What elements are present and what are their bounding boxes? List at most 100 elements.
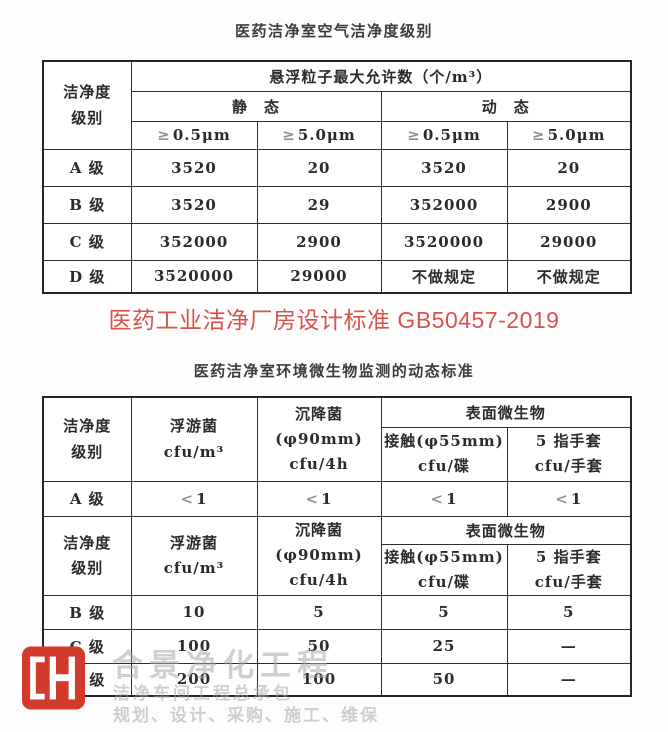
standard-title: 医药工业洁净厂房设计标准 GB50457-2019 bbox=[108, 307, 560, 333]
table-row: D 级 200 100 50 — bbox=[42, 662, 632, 697]
t1-cell: 3520 bbox=[130, 148, 258, 187]
t1-cell: 3520000 bbox=[380, 222, 508, 261]
lt-symbol: < bbox=[305, 489, 320, 508]
t1-level-d: D 级 bbox=[42, 259, 132, 294]
t2-level-d: D 级 bbox=[42, 662, 132, 697]
lt-symbol: < bbox=[555, 489, 569, 508]
t2-cell: 10 bbox=[130, 594, 258, 630]
t2-cell-value: 1 bbox=[321, 489, 333, 508]
t2-cell: <1 bbox=[256, 480, 382, 517]
t1-cell: 3520000 bbox=[130, 259, 258, 294]
air-cleanliness-table: 洁净度 级别 悬浮粒子最大允许数（个/m³） 静 态 动 态 ≥0.5μm ≥5… bbox=[42, 60, 633, 294]
t2-corner-cell: 洁净度 级别 bbox=[42, 396, 132, 482]
gte-symbol: ≥ bbox=[282, 126, 296, 144]
t1-size-header: ≥0.5μm bbox=[380, 120, 508, 150]
t2-airborne-line1: 浮游菌 bbox=[169, 417, 218, 436]
t2-cell: <1 bbox=[506, 480, 632, 517]
t2-corner-line2: 级别 bbox=[71, 443, 104, 462]
t1-particles-header: 悬浮粒子最大允许数（个/m³） bbox=[130, 60, 632, 92]
table-row: B 级 3520 29 352000 2900 bbox=[42, 185, 632, 224]
t2-cell-value: 1 bbox=[446, 489, 458, 508]
t1-corner-line2: 级别 bbox=[71, 109, 104, 128]
t2-settle-header-repeat: 沉降菌 (φ90mm) cfu/4h bbox=[256, 515, 382, 596]
t2-glove-header-repeat: 5 指手套 cfu/手套 bbox=[506, 543, 632, 596]
t1-size-header: ≥5.0μm bbox=[506, 120, 632, 150]
t2-glove-line2: cfu/手套 bbox=[534, 457, 603, 475]
gte-symbol: ≥ bbox=[532, 126, 546, 144]
t1-corner-cell: 洁净度 级别 bbox=[42, 60, 132, 150]
t2-settle-line2: (φ90mm) bbox=[275, 429, 363, 448]
t2-glove-line1: 5 指手套 bbox=[535, 547, 602, 566]
t1-static-header: 静 态 bbox=[130, 90, 382, 122]
t1-dynamic-header: 动 态 bbox=[380, 90, 632, 122]
t2-airborne-line1: 浮游菌 bbox=[169, 533, 218, 552]
table2-title: 医药洁净室环境微生物监测的动态标准 bbox=[193, 362, 475, 380]
t2-surface-header-repeat: 表面微生物 bbox=[380, 515, 632, 545]
lt-symbol: < bbox=[430, 489, 445, 508]
t2-contact-line2: cfu/碟 bbox=[418, 572, 470, 591]
table-row: C 级 352000 2900 3520000 29000 bbox=[42, 222, 632, 261]
t1-corner-line1: 洁净度 bbox=[63, 83, 112, 102]
t1-size-value: 5.0μm bbox=[297, 126, 356, 144]
t1-size-header: ≥5.0μm bbox=[256, 120, 382, 150]
t1-cell: 20 bbox=[256, 148, 382, 187]
t2-cell: 5 bbox=[380, 594, 508, 630]
t2-contact-line2: cfu/碟 bbox=[418, 457, 470, 475]
t1-cell: 29000 bbox=[256, 259, 382, 294]
t2-airborne-line2: cfu/m³ bbox=[163, 558, 225, 577]
t1-cell: 3520 bbox=[130, 185, 258, 224]
t2-airborne-header: 浮游菌 cfu/m³ bbox=[130, 396, 258, 482]
microbial-monitoring-table: 洁净度 级别 浮游菌 cfu/m³ 沉降菌 (φ90mm) cfu/4h 表面微… bbox=[42, 396, 633, 697]
t2-surface-header: 表面微生物 bbox=[380, 396, 632, 428]
t2-settle-line3: cfu/4h bbox=[289, 454, 349, 473]
gte-symbol: ≥ bbox=[157, 126, 171, 144]
t2-glove-header: 5 指手套 cfu/手套 bbox=[506, 426, 632, 482]
t1-cell: 29 bbox=[256, 185, 382, 224]
t2-settle-line1: 沉降菌 bbox=[294, 404, 343, 423]
t1-cell: 3520 bbox=[380, 148, 508, 187]
t2-contact-header-repeat: 接触(φ55mm) cfu/碟 bbox=[380, 543, 508, 596]
gte-symbol: ≥ bbox=[407, 126, 421, 144]
t2-contact-header: 接触(φ55mm) cfu/碟 bbox=[380, 426, 508, 482]
t1-size-header: ≥0.5μm bbox=[130, 120, 258, 150]
t2-cell-value: 1 bbox=[570, 489, 583, 508]
t2-airborne-line2: cfu/m³ bbox=[163, 443, 225, 462]
table1-title: 医药洁净室空气洁净度级别 bbox=[234, 22, 433, 40]
t2-contact-line1: 接触(φ55mm) bbox=[384, 432, 504, 450]
t2-glove-line2: cfu/手套 bbox=[534, 572, 603, 591]
t1-cell: 352000 bbox=[380, 185, 508, 224]
t1-level-b: B 级 bbox=[42, 185, 132, 224]
t2-settle-line1: 沉降菌 bbox=[294, 521, 343, 539]
t2-level-c: C 级 bbox=[42, 628, 132, 664]
t2-cell: <1 bbox=[130, 480, 258, 517]
t2-cell: 50 bbox=[380, 662, 508, 697]
t1-size-value: 5.0μm bbox=[547, 126, 606, 144]
t2-settle-header: 沉降菌 (φ90mm) cfu/4h bbox=[256, 396, 382, 482]
table-row: C 级 100 50 25 — bbox=[42, 628, 632, 664]
t1-level-a: A 级 bbox=[42, 148, 132, 187]
table-row: B 级 10 5 5 5 bbox=[42, 594, 632, 630]
t2-settle-line2: (φ90mm) bbox=[275, 546, 363, 564]
table-row: D 级 3520000 29000 不做规定 不做规定 bbox=[42, 259, 632, 294]
t1-cell: 不做规定 bbox=[506, 259, 632, 294]
t1-level-c: C 级 bbox=[42, 222, 132, 261]
t2-cell: 100 bbox=[256, 662, 382, 697]
t2-corner-line2: 级别 bbox=[71, 558, 104, 577]
watermark-tagline2: 规划、设计、采购、施工、维保 bbox=[113, 706, 379, 725]
t2-cell: 100 bbox=[130, 628, 258, 664]
t2-cell: <1 bbox=[380, 480, 508, 517]
t2-cell: 200 bbox=[130, 662, 258, 697]
t2-contact-line1: 接触(φ55mm) bbox=[384, 547, 504, 566]
t2-level-b: B 级 bbox=[42, 594, 132, 630]
table-row: A 级 <1 <1 <1 <1 bbox=[42, 480, 632, 517]
t2-cell: — bbox=[506, 628, 632, 664]
t2-level-a: A 级 bbox=[42, 480, 132, 517]
t1-cell: 2900 bbox=[506, 185, 632, 224]
t2-cell: 5 bbox=[256, 594, 382, 630]
t2-corner-cell-repeat: 洁净度 级别 bbox=[42, 515, 132, 596]
t1-cell: 29000 bbox=[506, 222, 632, 261]
t1-cell: 352000 bbox=[130, 222, 258, 261]
t2-cell: — bbox=[506, 662, 632, 697]
t1-size-value: 0.5μm bbox=[422, 126, 481, 144]
t1-size-value: 0.5μm bbox=[172, 126, 231, 144]
